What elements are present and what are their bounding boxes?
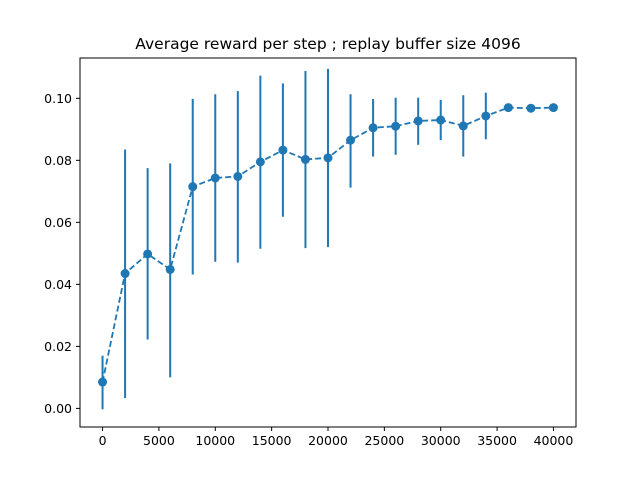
y-tick-label: 0.10 (44, 91, 72, 106)
y-tick-label: 0.02 (44, 339, 72, 354)
data-point (98, 377, 108, 387)
plot-frame (79, 57, 577, 428)
x-tick-label: 25000 (364, 433, 404, 448)
data-point (391, 121, 401, 131)
chart-title: Average reward per step ; replay buffer … (135, 35, 520, 53)
data-point (120, 269, 130, 279)
x-tick-label: 10000 (195, 433, 235, 448)
data-point (210, 173, 220, 183)
data-point (413, 116, 423, 126)
x-tick-label: 15000 (252, 433, 292, 448)
x-tick-label: 40000 (534, 433, 574, 448)
x-tick-label: 5000 (143, 433, 175, 448)
data-point (548, 103, 558, 113)
data-point (188, 182, 198, 192)
data-point (165, 264, 175, 274)
axes: 0 5000 10000 15000 20000 25000 30000 35000 40000… (44, 91, 573, 448)
data-point (300, 154, 310, 164)
data-point (233, 171, 243, 181)
x-tick-label: 0 (99, 433, 107, 448)
data-point (458, 121, 468, 131)
data-point (503, 103, 513, 113)
data-point (278, 145, 288, 155)
data-point (143, 249, 153, 259)
plot-marks (98, 68, 558, 410)
x-tick-label: 30000 (421, 433, 461, 448)
data-point (436, 115, 446, 125)
data-point (255, 157, 265, 167)
y-tick-label: 0.08 (44, 153, 72, 168)
data-point (323, 153, 333, 163)
data-point (368, 123, 378, 133)
data-point (526, 103, 536, 113)
x-tick-label: 20000 (308, 433, 348, 448)
data-point (346, 135, 356, 145)
data-point (481, 111, 491, 121)
y-tick-label: 0.04 (44, 277, 72, 292)
y-tick-label: 0.06 (44, 215, 72, 230)
x-tick-label: 35000 (477, 433, 517, 448)
y-tick-label: 0.00 (44, 401, 72, 416)
